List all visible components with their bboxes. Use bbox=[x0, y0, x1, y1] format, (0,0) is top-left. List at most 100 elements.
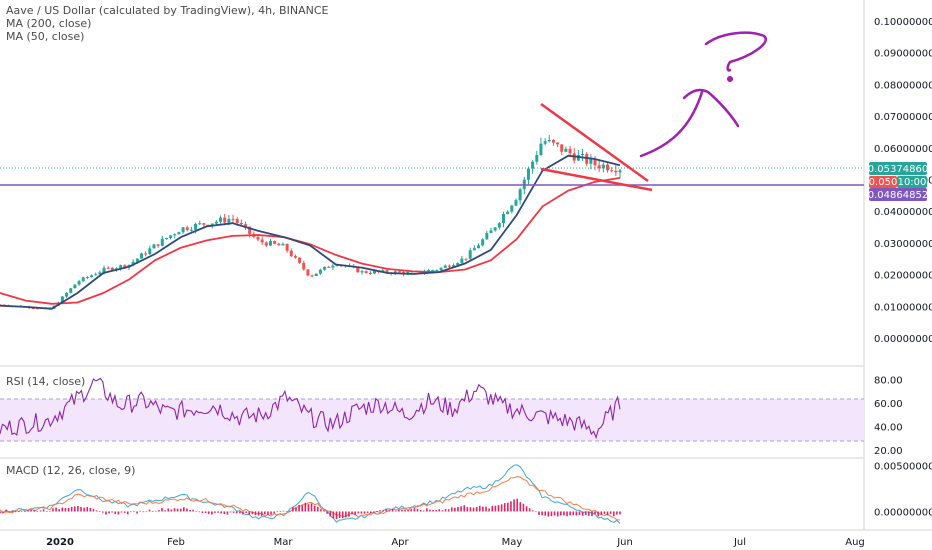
macd-histogram-bar bbox=[354, 511, 356, 515]
macd-histogram-bar bbox=[198, 511, 201, 513]
candle-body bbox=[131, 261, 135, 265]
macd-histogram-bar bbox=[276, 511, 279, 513]
macd-histogram-bar bbox=[2, 511, 4, 513]
macd-histogram-bar bbox=[500, 504, 503, 512]
candle-body bbox=[164, 238, 168, 240]
macd-histogram-bar bbox=[179, 508, 182, 512]
price-tick-label: 0.07000000 bbox=[874, 112, 932, 123]
ma50-line bbox=[0, 154, 621, 310]
candle-body bbox=[581, 154, 585, 156]
candle-body bbox=[273, 241, 277, 244]
triangle-lower-trendline[interactable] bbox=[540, 167, 653, 192]
candle-body bbox=[497, 223, 501, 228]
macd-histogram-bar bbox=[158, 510, 160, 512]
macd-histogram-bar bbox=[531, 510, 534, 512]
macd-histogram-bar bbox=[217, 511, 219, 513]
candle-body bbox=[169, 235, 173, 239]
macd-histogram-bar bbox=[541, 511, 543, 516]
macd-histogram-bar bbox=[516, 498, 518, 512]
macd-histogram-bar bbox=[301, 505, 304, 512]
macd-histogram-bar bbox=[229, 511, 232, 513]
macd-axis: 0.00500000 0.00000000 bbox=[874, 462, 932, 519]
candle-body bbox=[264, 242, 268, 246]
macd-histogram-bar bbox=[86, 506, 89, 512]
macd-histogram-bar bbox=[522, 503, 525, 512]
macd-histogram-bar bbox=[117, 511, 120, 515]
macd-histogram-bar bbox=[108, 511, 110, 514]
time-tick-label: Mar bbox=[274, 537, 294, 548]
candle-body bbox=[368, 272, 372, 274]
macd-histogram-bar bbox=[192, 509, 194, 512]
macd-histogram-bar bbox=[447, 509, 450, 512]
candle-body bbox=[106, 267, 110, 269]
candle-body bbox=[194, 223, 198, 230]
macd-histogram-bar bbox=[8, 511, 11, 512]
macd-histogram-bar bbox=[136, 511, 138, 514]
macd-histogram-bar bbox=[348, 511, 350, 517]
candle-body bbox=[597, 165, 601, 169]
macd-histogram-bar bbox=[441, 510, 444, 512]
macd-histogram-bar bbox=[52, 508, 54, 512]
macd-histogram-bar bbox=[73, 506, 76, 512]
candle-body bbox=[152, 244, 156, 249]
macd-histogram-bar bbox=[0, 511, 1, 513]
macd-histogram-bar bbox=[503, 503, 506, 512]
candle-body bbox=[318, 269, 322, 274]
arrow-shaft bbox=[639, 90, 704, 158]
candle-body bbox=[77, 281, 81, 285]
candle-body bbox=[289, 250, 293, 257]
macd-histogram-bar bbox=[320, 509, 322, 512]
macd-series bbox=[0, 464, 621, 524]
macd-histogram-bar bbox=[36, 511, 39, 512]
macd-histogram-bar bbox=[123, 511, 126, 513]
macd-histogram-bar bbox=[507, 502, 509, 512]
macd-histogram-bar bbox=[17, 511, 20, 513]
macd-histogram-bar bbox=[105, 511, 107, 515]
macd-histogram-bar bbox=[235, 511, 238, 514]
candle-body bbox=[560, 144, 564, 152]
macd-histogram-bar bbox=[510, 501, 512, 512]
macd-histogram-bar bbox=[454, 507, 456, 512]
macd-histogram-bar bbox=[338, 511, 341, 518]
macd-histogram-bar bbox=[267, 511, 269, 516]
macd-histogram-bar bbox=[591, 511, 593, 517]
last-price-text: 0.05374860 bbox=[868, 164, 928, 175]
candle-body bbox=[585, 154, 589, 164]
macd-histogram-bar bbox=[544, 511, 547, 516]
macd-histogram-bar bbox=[295, 507, 297, 512]
candle-body bbox=[94, 274, 98, 276]
candle-body bbox=[310, 275, 314, 277]
candle-body bbox=[98, 272, 102, 275]
macd-histogram-bar bbox=[606, 511, 609, 516]
macd-histogram-bar bbox=[183, 507, 185, 512]
macd-histogram-bar bbox=[42, 509, 45, 512]
time-tick-label: May bbox=[502, 537, 523, 548]
macd-histogram-bar bbox=[223, 511, 226, 514]
candle-body bbox=[477, 245, 481, 249]
candle-body bbox=[452, 265, 456, 267]
triangle-upper-trendline[interactable] bbox=[540, 102, 649, 183]
price-tick-label: 0.02000000 bbox=[874, 271, 932, 282]
macd-histogram-bar bbox=[404, 509, 406, 512]
candle-body bbox=[468, 250, 472, 259]
handwritten-arrow-annotation[interactable]: ? bbox=[639, 31, 767, 158]
question-mark-dot bbox=[726, 75, 734, 83]
macd-histogram-bar bbox=[98, 510, 101, 512]
rsi-axis: 80.00 60.00 40.00 20.00 bbox=[874, 376, 903, 457]
macd-histogram-bar bbox=[609, 511, 612, 514]
candle-body bbox=[206, 224, 210, 226]
candle-body bbox=[144, 253, 148, 255]
question-mark-curve bbox=[704, 31, 767, 72]
macd-histogram-bar bbox=[575, 511, 578, 516]
candle-body bbox=[198, 223, 202, 225]
candle-body bbox=[539, 143, 543, 156]
time-tick-label: Jun bbox=[616, 537, 633, 548]
macd-histogram-bar bbox=[133, 511, 135, 513]
macd-histogram-bar bbox=[316, 506, 319, 512]
macd-histogram-bar bbox=[254, 511, 257, 516]
macd-signal-line bbox=[0, 476, 621, 521]
macd-histogram-bar bbox=[77, 506, 79, 512]
candle-body bbox=[456, 263, 460, 266]
candle-body bbox=[593, 158, 597, 166]
